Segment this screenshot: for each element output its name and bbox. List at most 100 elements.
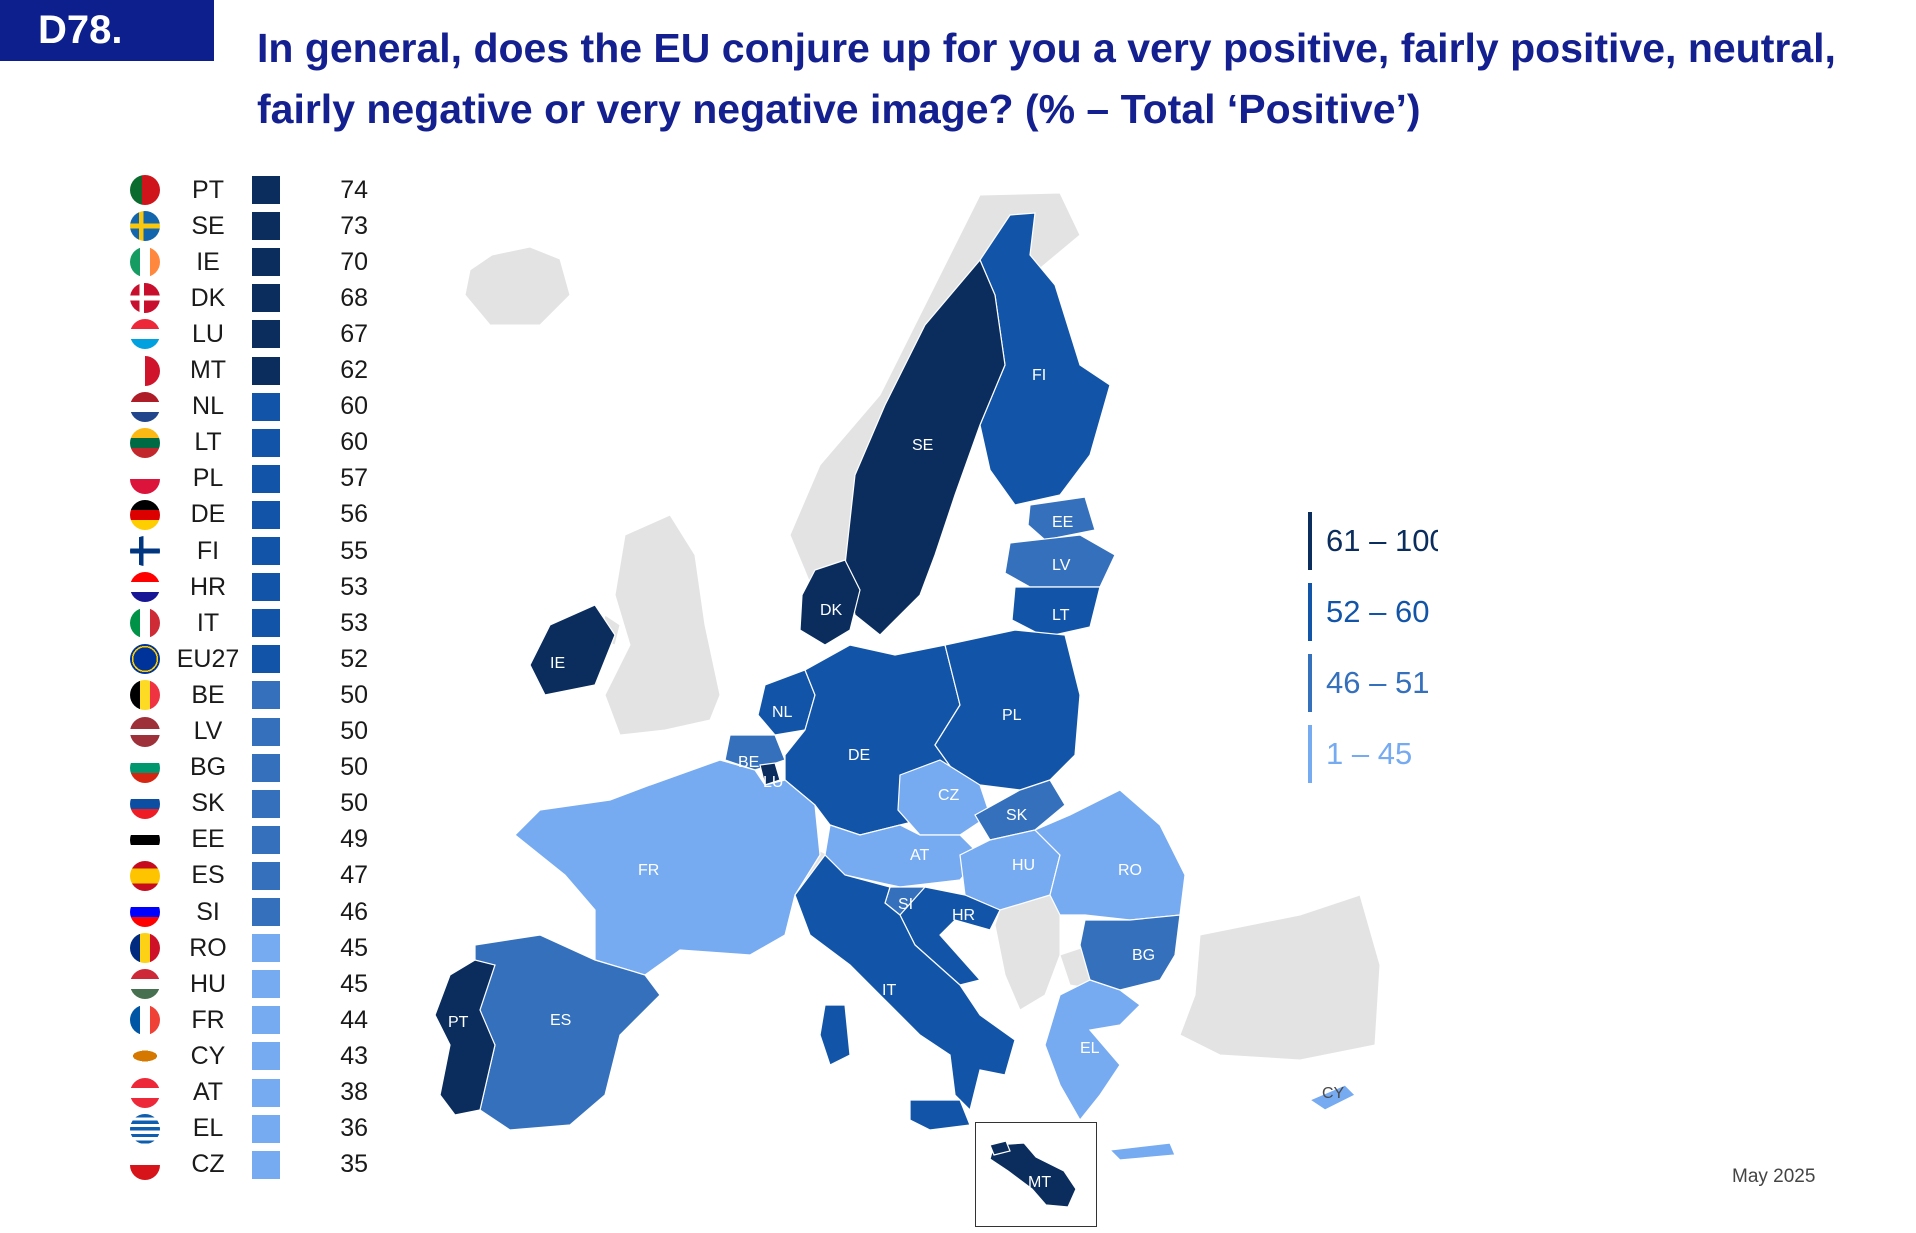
map-label-de: DE [848, 747, 870, 764]
country-value: 67 [340, 319, 368, 348]
country-value: 44 [340, 1005, 368, 1034]
country-code: IE [196, 247, 220, 276]
color-swatch [252, 500, 280, 529]
country-row-pl: PL 57 [130, 463, 370, 494]
country-code: EE [191, 825, 225, 854]
color-swatch [252, 1078, 280, 1107]
country-code: HU [189, 969, 227, 998]
color-swatch [252, 934, 280, 963]
map-label-se: SE [912, 437, 933, 454]
color-swatch [252, 320, 280, 349]
flag-eu27-icon [130, 644, 160, 675]
map-region-it [909, 1099, 971, 1131]
country-value: 57 [340, 464, 368, 493]
map-label-ie: IE [550, 655, 565, 672]
country-value: 55 [340, 536, 368, 565]
map-label-fr: FR [638, 862, 659, 879]
map-region-fr [514, 759, 821, 976]
flag-de-icon [130, 499, 160, 530]
map-region-bg [1079, 914, 1181, 991]
map-region-se [844, 258, 1006, 636]
color-swatch [252, 284, 280, 313]
flag-es-icon [130, 860, 160, 891]
map-region-lt [1011, 586, 1101, 638]
scale-bin-2: 52 – 60 [1308, 583, 1438, 641]
malta-inset: MT [975, 1122, 1097, 1227]
country-value: 36 [340, 1114, 368, 1143]
scale-bin-1: 61 – 100 [1308, 512, 1438, 570]
flag-hr-icon [130, 572, 160, 603]
country-row-sk: SK 50 [130, 788, 370, 819]
country-code: PT [192, 175, 224, 204]
flag-se-icon [130, 211, 160, 242]
color-swatch [252, 248, 280, 277]
country-value: 74 [340, 175, 368, 204]
country-row-si: SI 46 [130, 897, 370, 927]
country-value: 46 [340, 897, 368, 926]
color-swatch [252, 861, 280, 890]
country-row-ee: EE 49 [130, 824, 370, 855]
flag-ie-icon [130, 247, 160, 278]
country-row-cz: CZ 35 [130, 1149, 370, 1180]
flag-mt-icon [130, 355, 160, 386]
country-row-it: IT 53 [130, 608, 370, 639]
map-label-hu: HU [1012, 857, 1035, 874]
country-code: SI [196, 897, 220, 926]
country-code: HR [189, 572, 227, 601]
flag-sk-icon [130, 788, 160, 819]
flag-ee-icon [130, 824, 160, 855]
country-row-es: ES 47 [130, 860, 370, 891]
color-swatch [252, 609, 280, 638]
flag-be-icon [130, 680, 160, 711]
country-code: SE [191, 211, 225, 240]
country-value: 60 [340, 392, 368, 421]
flag-pl-icon [130, 463, 160, 494]
country-code: PL [192, 464, 224, 493]
country-value: 53 [340, 608, 368, 637]
scale-bin-4: 1 – 45 [1308, 725, 1438, 783]
country-row-el: EL 36 [130, 1113, 370, 1144]
color-swatch [252, 1006, 280, 1035]
country-value: 45 [340, 969, 368, 998]
country-row-bg: BG 50 [130, 752, 370, 783]
country-row-be: BE 50 [130, 680, 370, 711]
flag-it-icon [130, 608, 160, 639]
country-value: 49 [340, 825, 368, 854]
map-label-dk: DK [820, 602, 843, 619]
map-region-mt [989, 1142, 1077, 1208]
color-swatch [252, 428, 280, 457]
country-value: 73 [340, 211, 368, 240]
map-label-bg: BG [1132, 947, 1155, 964]
country-value: 70 [340, 247, 368, 276]
country-row-lv: LV 50 [130, 716, 370, 747]
map-region-lu [759, 762, 781, 786]
color-swatch [252, 717, 280, 746]
question-tag: D78. [0, 0, 214, 61]
color-swatch [252, 753, 280, 782]
map-region-cy [1308, 1084, 1357, 1111]
country-row-pt: PT 74 [130, 175, 370, 205]
country-value: 45 [340, 933, 368, 962]
map-label-hr: HR [952, 907, 975, 924]
country-value: 60 [340, 428, 368, 457]
country-code: DK [190, 283, 226, 312]
map-label-pt: PT [448, 1014, 469, 1031]
color-swatch [252, 898, 280, 926]
country-row-hr: HR 53 [130, 572, 370, 603]
map-label-at: AT [910, 847, 929, 864]
country-row-eu27: EU27 52 [130, 644, 370, 675]
color-swatch [252, 537, 280, 565]
color-swatch [252, 392, 280, 421]
country-code: EL [192, 1114, 224, 1143]
country-value: 43 [340, 1041, 368, 1070]
map-label-it: IT [882, 982, 896, 999]
map-region-ee [1027, 496, 1096, 541]
country-code: BE [191, 680, 225, 709]
map-label-cz: CZ [938, 787, 960, 804]
color-swatch [252, 970, 280, 999]
map-label-nl: NL [772, 704, 793, 721]
country-value: 52 [340, 644, 368, 673]
map-label-sk: SK [1006, 807, 1028, 824]
flag-hu-icon [130, 969, 160, 1000]
country-value: 62 [340, 356, 368, 384]
